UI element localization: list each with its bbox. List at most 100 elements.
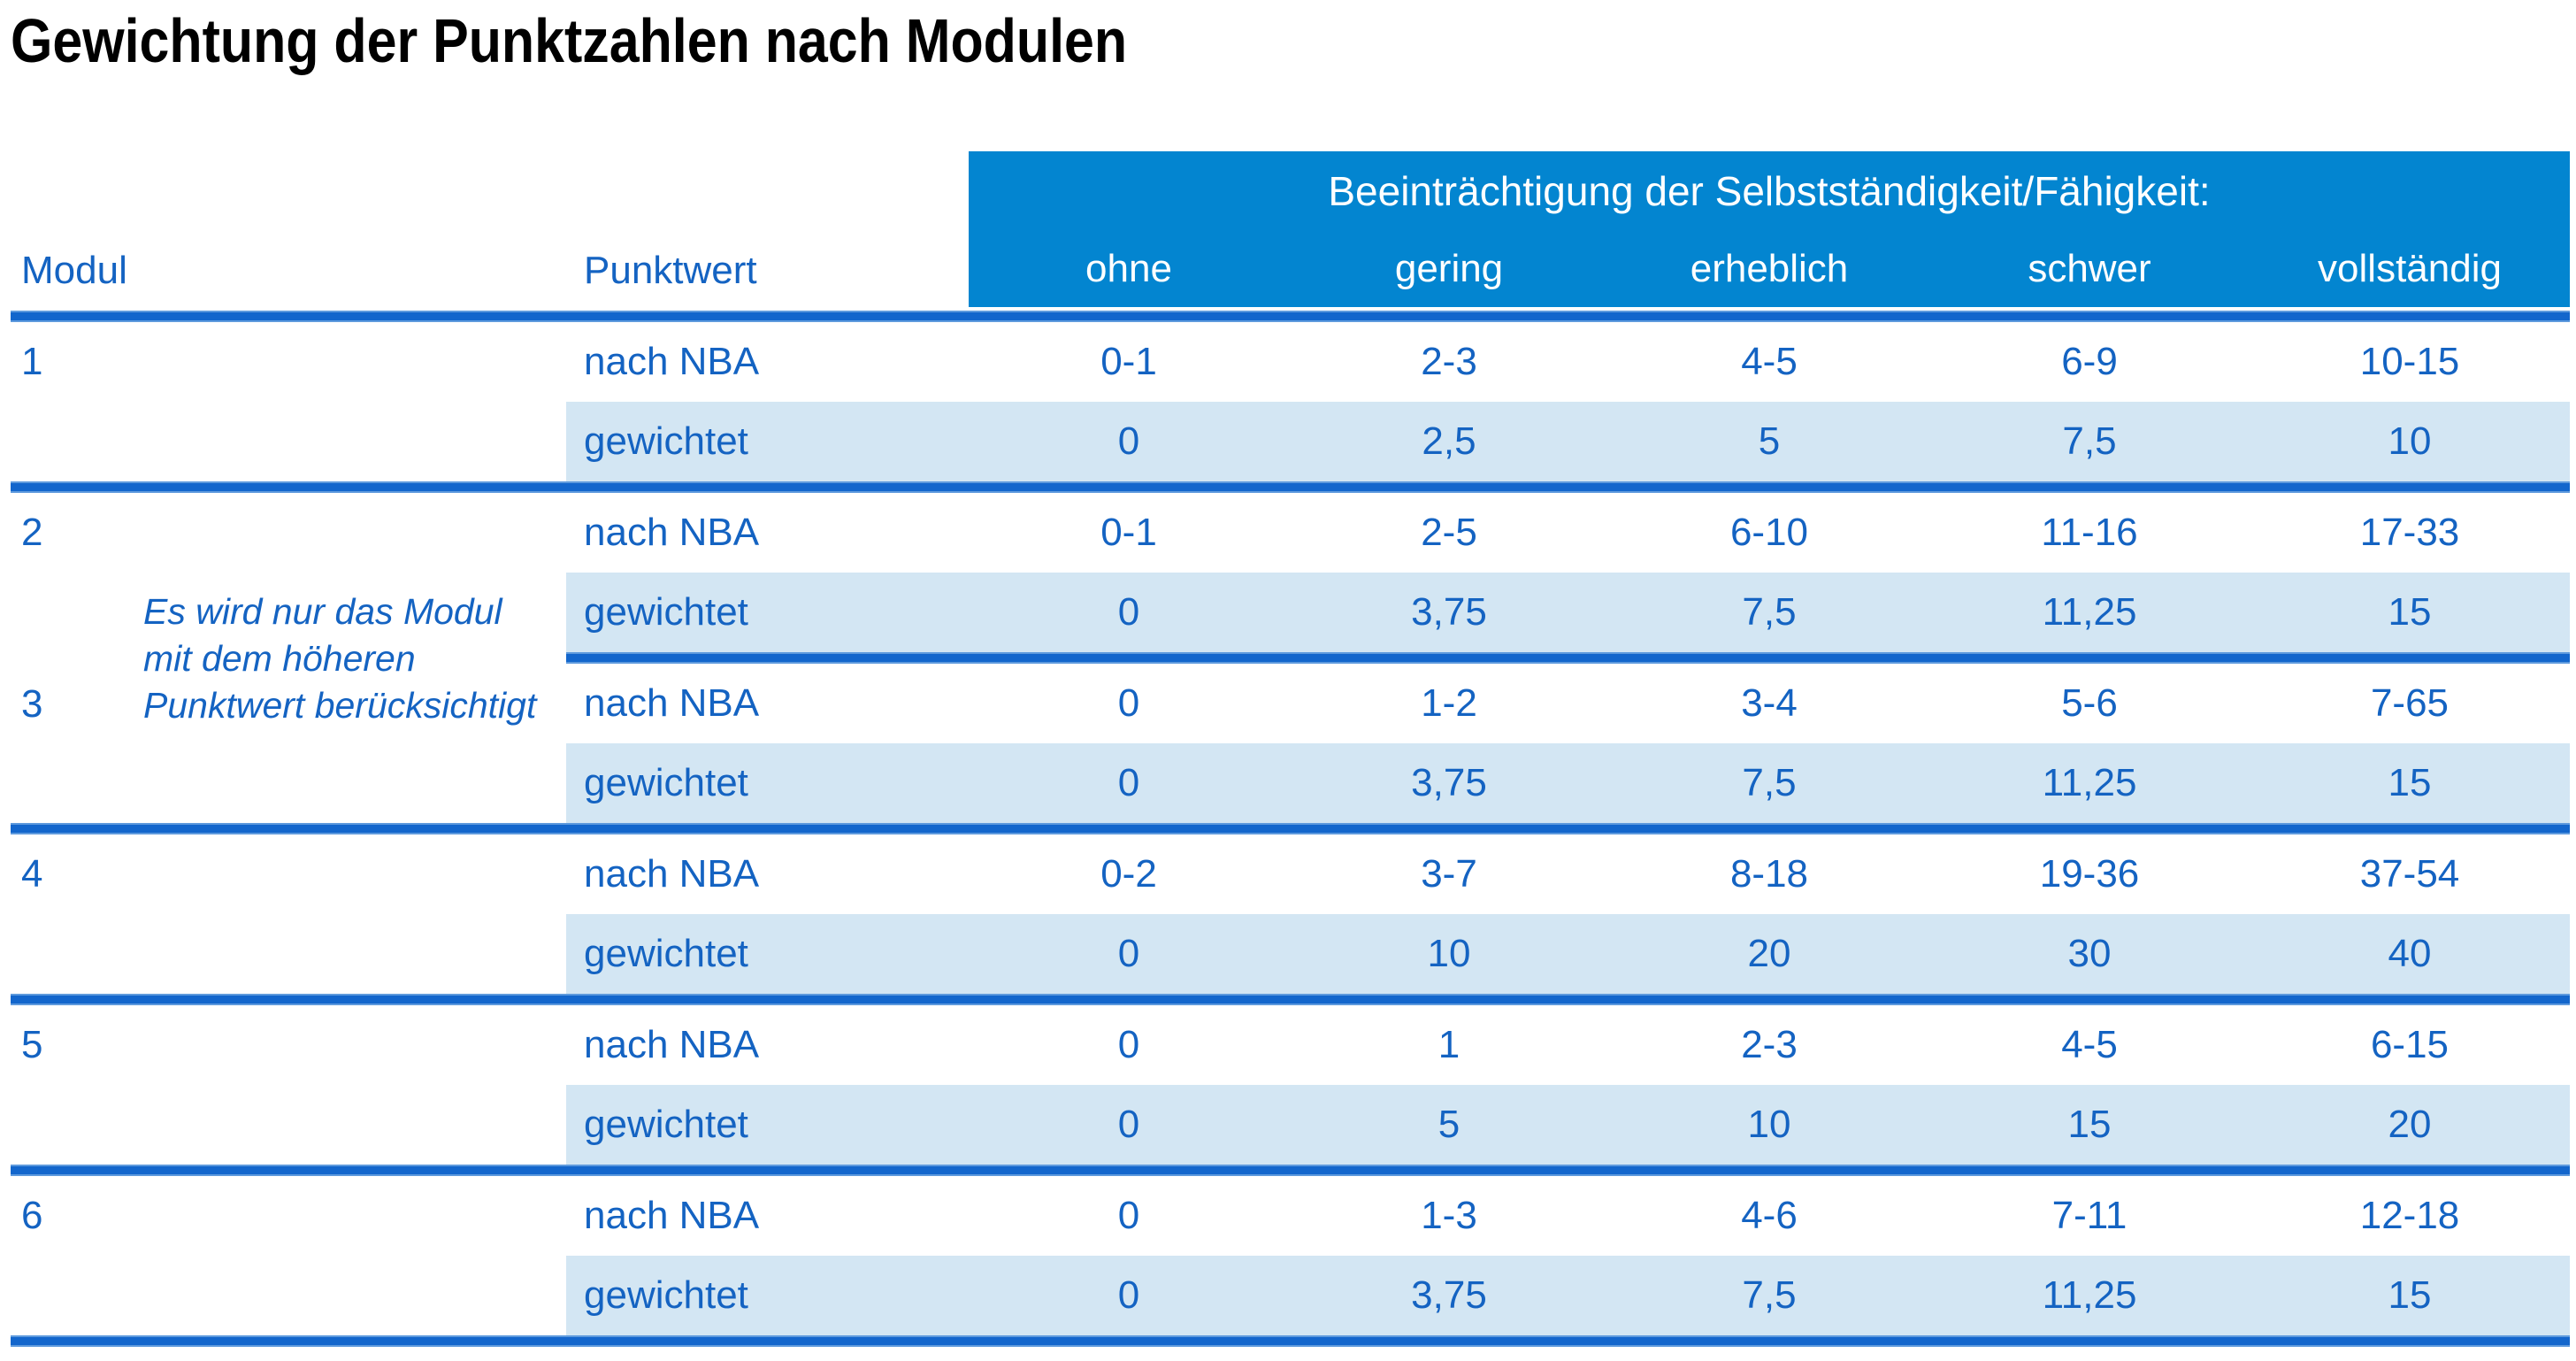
module-number: 4 [21, 852, 43, 896]
value-cell: 0 [969, 914, 1289, 994]
module-group-5: 5 nach NBA 0 1 2-3 4-5 6-15 gewichtet 0 … [11, 1005, 2570, 1176]
value-cell: 0 [969, 573, 1289, 652]
page-title: Gewichtung der Punktzahlen nach Modulen [11, 6, 1128, 75]
value-cell: 0 [1117, 1023, 1140, 1066]
value-cell: 0 [969, 1256, 1289, 1335]
column-header-erheblich: erheblich [1609, 231, 1929, 311]
value-cell: 11,25 [1929, 573, 2250, 652]
row-label-nba: nach NBA [584, 340, 760, 383]
value-cell: 7,5 [1609, 743, 1929, 823]
group-separator-line [11, 1335, 2570, 1347]
value-cell: 3-7 [1421, 852, 1477, 896]
value-cell: 7,5 [1609, 1256, 1929, 1335]
value-cell: 3-4 [1741, 681, 1798, 725]
empty-cell [11, 1085, 566, 1165]
value-cell: 15 [1929, 1085, 2250, 1165]
column-header-modul: Modul [21, 249, 127, 292]
value-cell: 10 [1609, 1085, 1929, 1165]
value-cell: 0-2 [1100, 852, 1157, 896]
value-cell: 10 [1289, 914, 1609, 994]
value-cell: 15 [2250, 573, 2570, 652]
value-cell: 20 [1609, 914, 1929, 994]
value-cell: 0 [1117, 681, 1140, 725]
higher-score-note: Es wird nur das Modul mit dem höheren Pu… [143, 588, 536, 729]
module-group-6: 6 nach NBA 0 1-3 4-6 7-11 12-18 gewichte… [11, 1176, 2570, 1347]
value-cell: 3,75 [1289, 573, 1609, 652]
row-label-nba: nach NBA [584, 681, 760, 725]
row-label-nba: nach NBA [584, 511, 760, 554]
value-cell: 40 [2250, 914, 2570, 994]
value-cell: 5 [1609, 402, 1929, 481]
value-cell: 8-18 [1729, 852, 1809, 896]
value-cell: 11-16 [2041, 511, 2138, 554]
note-line: Punktwert berücksichtigt [143, 685, 537, 726]
value-cell: 0 [969, 402, 1289, 481]
value-cell: 6-15 [2370, 1023, 2450, 1066]
value-cell: 7,5 [1929, 402, 2250, 481]
column-header-punktwert: Punktwert [584, 249, 757, 292]
note-line: mit dem höheren [143, 638, 416, 679]
value-cell: 5 [1289, 1085, 1609, 1165]
row-label-weighted: gewichtet [566, 914, 969, 994]
empty-cell [11, 402, 566, 481]
column-header-schwer: schwer [1929, 231, 2250, 311]
value-cell: 0-1 [1100, 340, 1157, 383]
value-cell: 2-3 [1421, 340, 1477, 383]
value-cell: 15 [2250, 743, 2570, 823]
value-cell: 3,75 [1289, 743, 1609, 823]
column-header-ohne: ohne [969, 231, 1289, 311]
module-number: 5 [21, 1023, 43, 1066]
value-cell: 17-33 [2359, 511, 2460, 554]
value-cell: 19-36 [2039, 852, 2140, 896]
header-spacer [11, 151, 969, 231]
header-separator-line [11, 311, 2570, 322]
module-number: 6 [21, 1194, 43, 1237]
impairment-header: Beeinträchtigung der Selbstständigkeit/F… [969, 151, 2570, 231]
module-group-2-3: 2 3 Es wird nur das Modul mit dem höhere… [11, 493, 2570, 834]
weighting-table: Beeinträchtigung der Selbstständigkeit/F… [11, 151, 2570, 1347]
row-label-weighted: gewichtet [566, 573, 969, 652]
value-cell: 11,25 [1929, 743, 2250, 823]
group-separator-line [11, 1165, 2570, 1176]
value-cell: 0-1 [1100, 511, 1157, 554]
empty-cell [11, 914, 566, 994]
value-cell: 2-3 [1741, 1023, 1798, 1066]
value-cell: 2,5 [1289, 402, 1609, 481]
value-cell: 37-54 [2359, 852, 2460, 896]
value-cell: 1 [1438, 1023, 1460, 1066]
column-header-gering: gering [1289, 231, 1609, 311]
row-label-nba: nach NBA [584, 1023, 760, 1066]
row-label-weighted: gewichtet [566, 1256, 969, 1335]
value-cell: 4-5 [2061, 1023, 2118, 1066]
value-cell: 10 [2250, 402, 2570, 481]
group-separator-line [11, 994, 2570, 1005]
module-2-3-label-cell: 2 3 Es wird nur das Modul mit dem höhere… [11, 493, 566, 823]
column-header-vollstaendig: vollständig [2250, 231, 2570, 311]
group-separator-line [11, 481, 2570, 493]
value-cell: 7-65 [2370, 681, 2450, 725]
value-cell: 10-15 [2359, 340, 2460, 383]
group-separator-line-partial [566, 652, 2570, 664]
value-cell: 0 [1117, 1194, 1140, 1237]
table-header: Beeinträchtigung der Selbstständigkeit/F… [11, 151, 2570, 311]
group-separator-line [11, 823, 2570, 834]
value-cell: 20 [2250, 1085, 2570, 1165]
row-label-weighted: gewichtet [566, 743, 969, 823]
row-label-weighted: gewichtet [566, 402, 969, 481]
empty-cell [11, 1256, 566, 1335]
value-cell: 30 [1929, 914, 2250, 994]
value-cell: 4-6 [1741, 1194, 1798, 1237]
value-cell: 3,75 [1289, 1256, 1609, 1335]
value-cell: 7,5 [1609, 573, 1929, 652]
value-cell: 1-2 [1421, 681, 1477, 725]
value-cell: 12-18 [2359, 1194, 2460, 1237]
value-cell: 4-5 [1741, 340, 1798, 383]
value-cell: 11,25 [1929, 1256, 2250, 1335]
value-cell: 1-3 [1421, 1194, 1477, 1237]
value-cell: 0 [969, 743, 1289, 823]
row-label-weighted: gewichtet [566, 1085, 969, 1165]
module-group-1: 1 nach NBA 0-1 2-3 4-5 6-9 10-15 gewicht… [11, 322, 2570, 493]
value-cell: 6-10 [1729, 511, 1809, 554]
row-label-nba: nach NBA [584, 852, 760, 896]
value-cell: 15 [2250, 1256, 2570, 1335]
